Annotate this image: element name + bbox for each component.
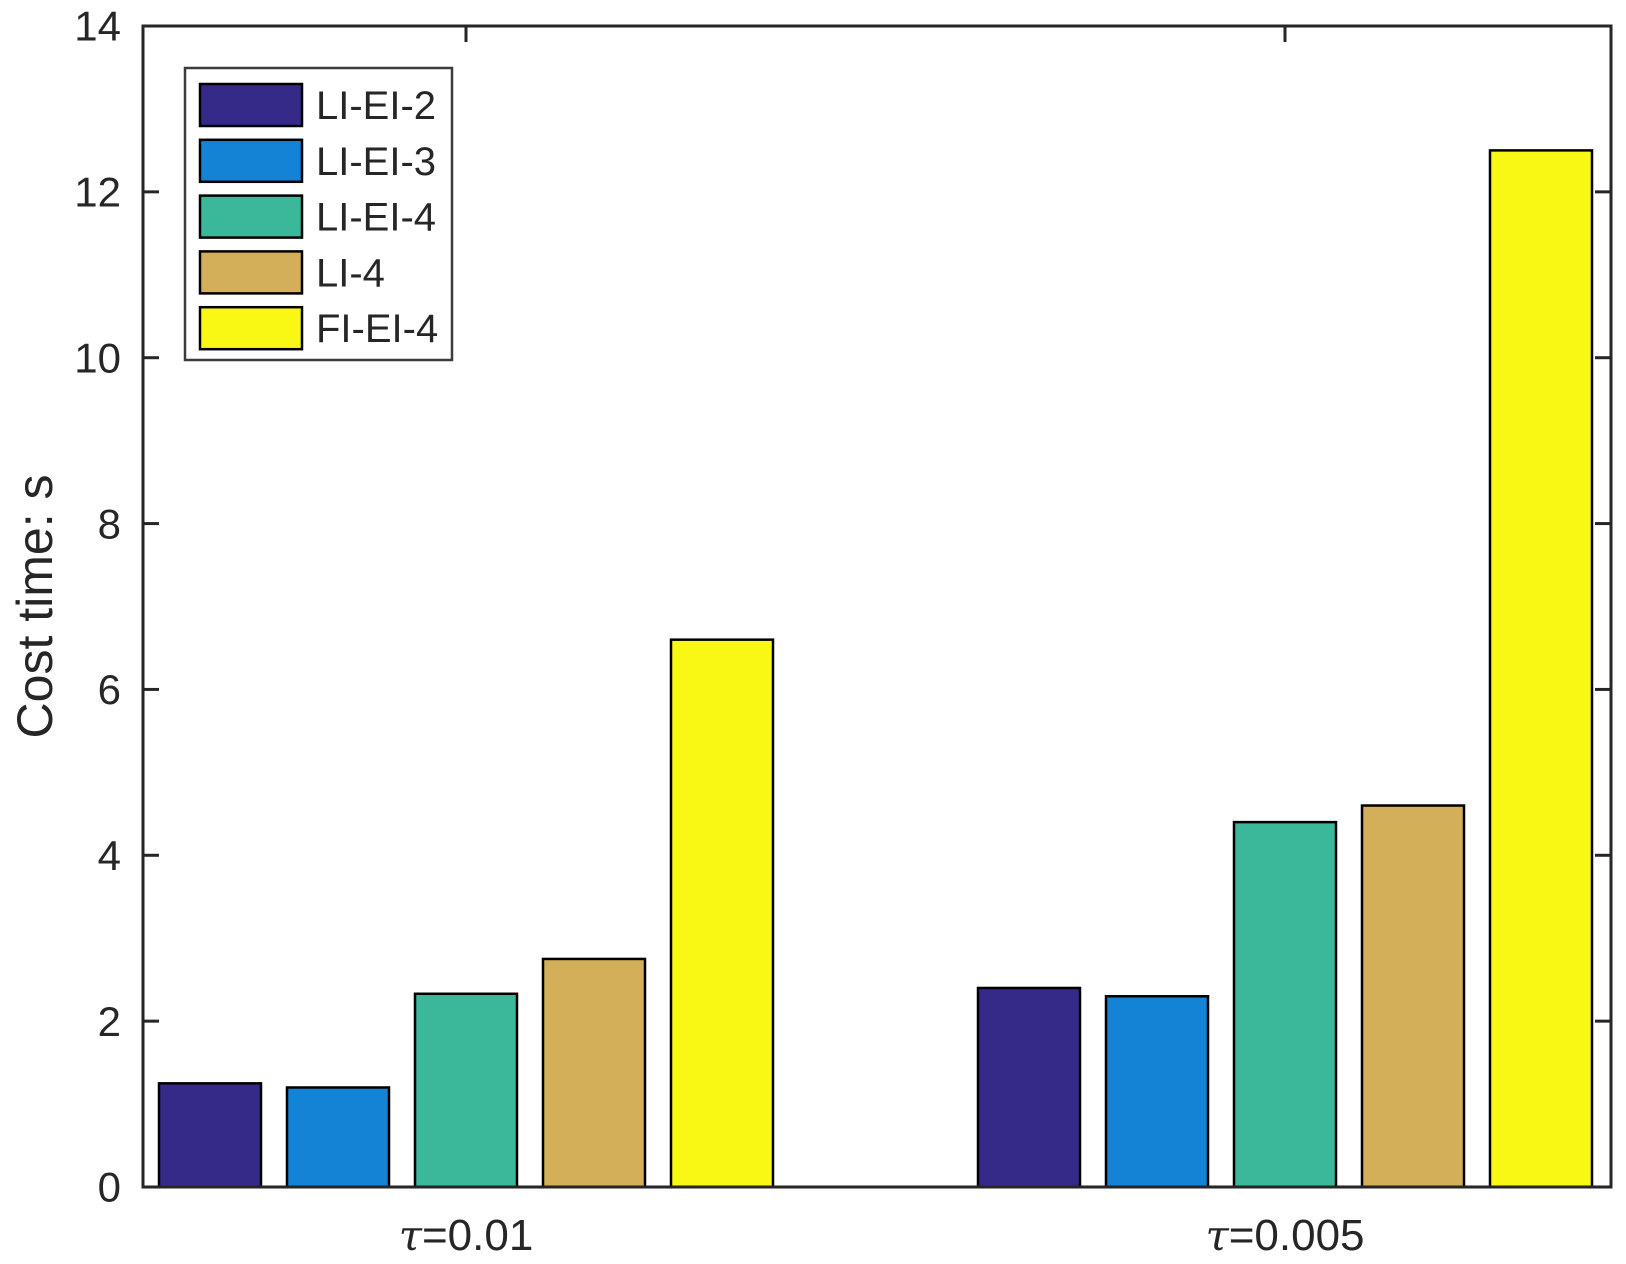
legend-swatch-FI-EI-4 <box>198 305 304 351</box>
y-tick-label: 2 <box>98 998 121 1045</box>
legend-swatch-LI-EI-3 <box>198 138 304 184</box>
x-axis-label-group-1: τ=0.01 <box>399 1211 534 1260</box>
y-tick-label: 0 <box>98 1164 121 1211</box>
bar-LI-EI-4-group-2 <box>1232 820 1338 1189</box>
legend-label-FI-EI-4: FI-EI-4 <box>316 307 438 351</box>
bar-LI-EI-3-group-1 <box>285 1086 391 1189</box>
y-axis-title: Cost time: s <box>7 475 63 739</box>
bar-FI-EI-4-group-2 <box>1488 149 1594 1189</box>
legend-label-LI-EI-3: LI-EI-3 <box>316 140 436 184</box>
y-tick-label: 14 <box>74 3 121 50</box>
legend-label-LI-EI-4: LI-EI-4 <box>316 196 436 240</box>
legend-label-LI-4: LI-4 <box>316 251 385 295</box>
plot-frame <box>141 24 1613 1189</box>
legend-swatch-LI-4 <box>198 250 304 295</box>
bar-LI-EI-3-group-2 <box>1104 995 1210 1189</box>
bar-LI-EI-4-group-1 <box>413 992 519 1189</box>
bar-LI-EI-2-group-1 <box>157 1082 263 1189</box>
y-tick-label: 8 <box>98 500 121 547</box>
y-tick-label: 10 <box>74 334 121 381</box>
bar-LI-4-group-2 <box>1360 804 1466 1189</box>
x-axis-label-group-2: τ=0.005 <box>1205 1211 1364 1260</box>
bar-LI-EI-2-group-2 <box>976 986 1082 1189</box>
y-tick-label: 4 <box>98 832 121 879</box>
legend-swatch-LI-EI-2 <box>198 82 304 128</box>
legend-label-LI-EI-2: LI-EI-2 <box>316 84 436 128</box>
bar-FI-EI-4-group-1 <box>669 638 775 1189</box>
y-tick-label: 6 <box>98 666 121 713</box>
y-tick-label: 12 <box>74 169 121 216</box>
bar-LI-4-group-1 <box>541 957 647 1189</box>
legend-swatch-LI-EI-4 <box>198 194 304 239</box>
